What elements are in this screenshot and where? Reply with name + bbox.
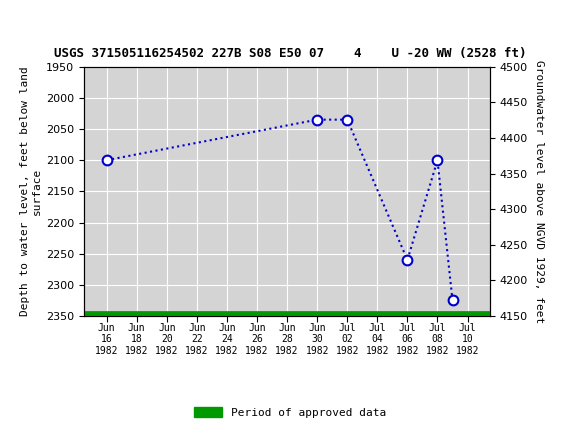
Text: Jul
04: Jul 04 bbox=[368, 323, 386, 344]
Text: Jun
26: Jun 26 bbox=[248, 323, 266, 344]
Y-axis label: Depth to water level, feet below land
surface: Depth to water level, feet below land su… bbox=[20, 67, 42, 316]
Legend: Period of approved data: Period of approved data bbox=[190, 403, 390, 422]
Text: ☒ USGS: ☒ USGS bbox=[6, 10, 90, 30]
Text: 1982: 1982 bbox=[185, 346, 209, 356]
Text: 1982: 1982 bbox=[335, 346, 359, 356]
Text: 1982: 1982 bbox=[396, 346, 419, 356]
Text: 1982: 1982 bbox=[95, 346, 118, 356]
Text: Jul
06: Jul 06 bbox=[398, 323, 416, 344]
Text: Jun
20: Jun 20 bbox=[158, 323, 176, 344]
Text: Jun
24: Jun 24 bbox=[218, 323, 235, 344]
Text: 1982: 1982 bbox=[426, 346, 450, 356]
Text: 1982: 1982 bbox=[365, 346, 389, 356]
Text: 1982: 1982 bbox=[276, 346, 299, 356]
Text: Jul
08: Jul 08 bbox=[429, 323, 446, 344]
Text: 1982: 1982 bbox=[125, 346, 148, 356]
Text: Jun
30: Jun 30 bbox=[309, 323, 326, 344]
Text: USGS 371505116254502 227B S08 E50 07    4    U -20 WW (2528 ft): USGS 371505116254502 227B S08 E50 07 4 U… bbox=[54, 47, 526, 60]
Text: 1982: 1982 bbox=[245, 346, 269, 356]
Text: 1982: 1982 bbox=[306, 346, 329, 356]
Y-axis label: Groundwater level above NGVD 1929, feet: Groundwater level above NGVD 1929, feet bbox=[534, 60, 543, 323]
Text: Jun
22: Jun 22 bbox=[188, 323, 206, 344]
Text: 1982: 1982 bbox=[215, 346, 239, 356]
Text: Jul
02: Jul 02 bbox=[339, 323, 356, 344]
Text: Jun
28: Jun 28 bbox=[278, 323, 296, 344]
Text: Jun
16: Jun 16 bbox=[98, 323, 115, 344]
Text: Jun
18: Jun 18 bbox=[128, 323, 146, 344]
Text: Jul
10: Jul 10 bbox=[459, 323, 476, 344]
Text: 1982: 1982 bbox=[155, 346, 179, 356]
Text: 1982: 1982 bbox=[456, 346, 479, 356]
